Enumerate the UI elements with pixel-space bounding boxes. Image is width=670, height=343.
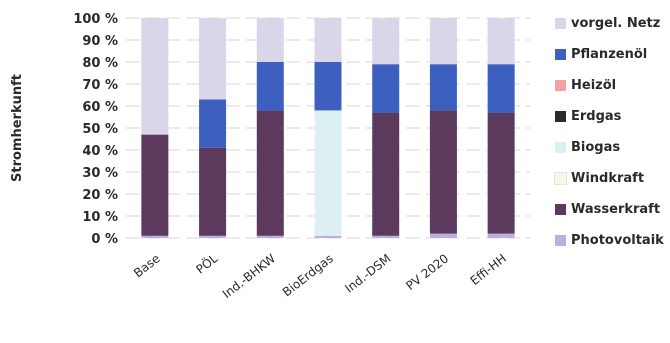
bar-segment-photovoltaik <box>314 235 342 238</box>
bar-segment-wasserkraft <box>487 112 515 234</box>
bar-segment-photovoltaik <box>199 235 227 238</box>
x-tick-label: Ind.-BHKW <box>220 251 278 301</box>
bar-segment-wasserkraft <box>429 110 457 234</box>
legend-label: vorgel. Netz <box>571 16 661 31</box>
x-tick-label: PV 2020 <box>403 251 451 293</box>
y-tick-label: 80 % <box>82 56 118 71</box>
bar-segment-vorgel-netz <box>372 18 400 65</box>
legend-label: Windkraft <box>571 171 645 186</box>
bar-segment-vorgel-netz <box>141 18 169 135</box>
y-tick-label: 100 % <box>73 12 118 27</box>
bar-segment-vorgel-netz <box>199 18 227 100</box>
legend-swatch <box>554 172 567 185</box>
bar-segment-biogas <box>314 110 342 236</box>
legend-item: Biogas <box>555 132 664 163</box>
x-tick-label: Effi-HH <box>468 251 509 288</box>
y-tick-label: 70 % <box>82 78 118 93</box>
bar-segment-photovoltaik <box>487 233 515 238</box>
x-tick-label: Ind.-DSM <box>342 251 393 295</box>
legend: vorgel. Netz Pflanzenöl Heizöl Erdgas Biogas… <box>554 8 664 256</box>
legend-item: vorgel. Netz <box>555 8 664 39</box>
bar-segment-wasserkraft <box>199 147 227 236</box>
legend-swatch <box>555 235 566 246</box>
legend-swatch <box>555 142 566 153</box>
bar-segment-photovoltaik <box>372 235 400 238</box>
legend-swatch <box>555 18 566 29</box>
legend-label: Erdgas <box>571 109 622 124</box>
x-tick-label: PÖL <box>192 250 221 277</box>
legend-item: Windkraft <box>554 163 664 194</box>
legend-item: Pflanzenöl <box>555 39 664 70</box>
legend-swatch <box>555 80 566 91</box>
legend-label: Wasserkraft <box>571 202 661 217</box>
x-tick-labels: Base PÖL Ind.-BHKW BioErdgas Ind.-DSM PV 2020… <box>131 250 509 302</box>
y-tick-label: 0 % <box>91 232 118 247</box>
x-tick-label: Base <box>131 251 163 280</box>
bar-segment-vorgel-netz <box>487 18 515 65</box>
legend-label: Pflanzenöl <box>571 47 648 62</box>
bar-segment-pflanzen-l <box>487 64 515 113</box>
bar-segment-photovoltaik <box>256 235 284 238</box>
bar-segment-vorgel-netz <box>314 18 342 62</box>
legend-item: Erdgas <box>555 101 664 132</box>
bar-segment-wasserkraft <box>141 134 169 236</box>
y-tick-label: 10 % <box>82 210 118 225</box>
bar-segment-wasserkraft <box>372 112 400 236</box>
bar-segment-photovoltaik <box>141 235 169 238</box>
y-tick-label: 50 % <box>82 122 118 137</box>
legend-label: Heizöl <box>571 78 617 93</box>
legend-item: Photovoltaik <box>555 225 664 256</box>
legend-label: Biogas <box>571 140 621 155</box>
y-tick-label: 30 % <box>82 166 118 181</box>
bar-segment-wasserkraft <box>256 110 284 236</box>
legend-label: Photovoltaik <box>571 233 664 248</box>
legend-item: Wasserkraft <box>555 194 664 225</box>
y-axis-label: Stromherkunft <box>10 74 25 182</box>
y-tick-label: 60 % <box>82 100 118 115</box>
bar-segment-photovoltaik <box>429 233 457 238</box>
legend-swatch <box>555 111 566 122</box>
y-tick-label: 90 % <box>82 34 118 49</box>
legend-swatch <box>555 204 566 215</box>
bar-segment-pflanzen-l <box>314 62 342 111</box>
x-tick-label: BioErdgas <box>280 251 336 299</box>
legend-item: Heizöl <box>555 70 664 101</box>
y-tick-label: 40 % <box>82 144 118 159</box>
legend-swatch <box>555 49 566 60</box>
bar-segment-pflanzen-l <box>372 64 400 113</box>
bar-segment-vorgel-netz <box>429 18 457 65</box>
y-tick-label: 20 % <box>82 188 118 203</box>
bars <box>141 18 515 238</box>
bar-segment-pflanzen-l <box>429 64 457 111</box>
bar-segment-pflanzen-l <box>199 99 227 148</box>
bar-segment-vorgel-netz <box>256 18 284 62</box>
bar-segment-pflanzen-l <box>256 62 284 111</box>
y-tick-labels: 0 % 10 % 20 % 30 % 40 % 50 % 60 % 70 % 80 % 90 % 1… <box>73 12 118 247</box>
